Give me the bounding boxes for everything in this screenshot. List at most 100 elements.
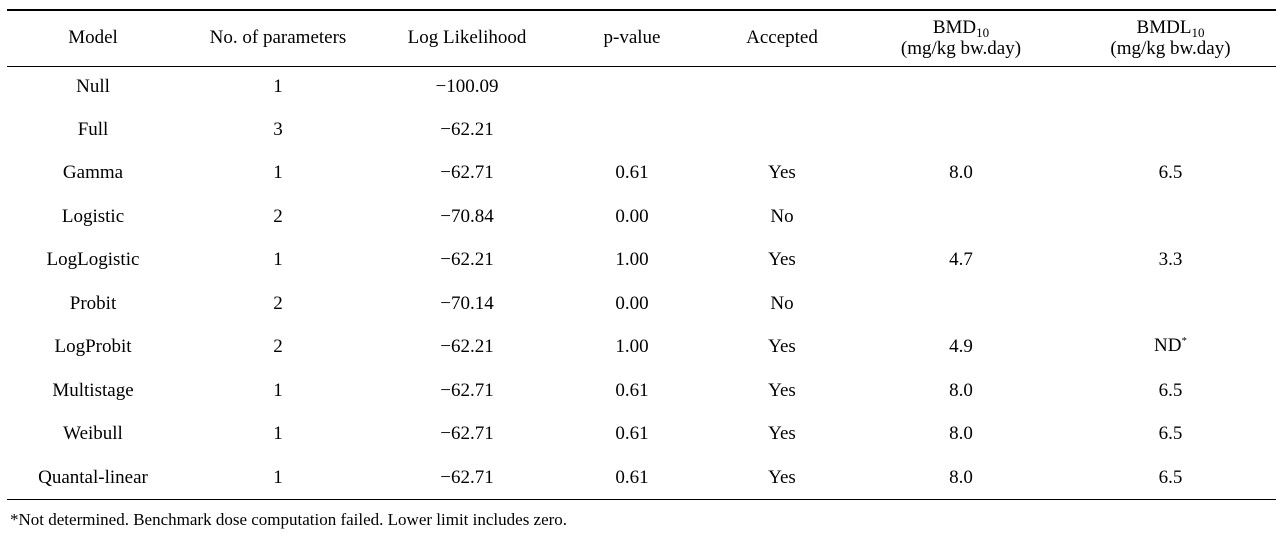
cell-bmdl [1065, 108, 1276, 152]
cell-accepted [707, 108, 857, 152]
table-row: Null 1 −100.09 [7, 66, 1276, 108]
header-bmd-subscript: 10 [976, 24, 990, 40]
table-row: Probit 2 −70.14 0.00 No [7, 282, 1276, 326]
cell-loglik: −62.71 [440, 162, 494, 184]
cell-model: Gamma [62, 162, 124, 184]
model-results-table: Model No. of parameters Log Likelihood p… [7, 9, 1276, 500]
cell-params: 1 [273, 379, 283, 401]
cell-bmdl-value: 6.5 [1158, 423, 1183, 445]
cell-params: 1 [273, 162, 283, 184]
table-row: Quantal-linear 1 −62.71 0.61 Yes 8.0 6.5 [7, 456, 1276, 500]
cell-accepted: Yes [768, 379, 796, 401]
cell-bmdl [1065, 282, 1276, 326]
cell-bmdl-value: 6.5 [1158, 466, 1183, 488]
cell-accepted: Yes [707, 456, 857, 500]
cell-accepted: Yes [768, 423, 796, 445]
cell-bmdl [1065, 195, 1276, 239]
header-bmdl: BMDL10 (mg/kg bw.day) [1065, 9, 1276, 67]
cell-pvalue [557, 108, 707, 152]
cell-bmdl-value: ND [1154, 335, 1182, 357]
cell-model: Weibull [63, 423, 123, 445]
header-bmdl-unit: (mg/kg bw.day) [1110, 37, 1231, 59]
header-model: Model [7, 9, 179, 67]
cell-loglik: −62.21 [440, 249, 494, 271]
cell-bmd: 4.7 [949, 249, 973, 271]
header-loglik: Log Likelihood [377, 9, 557, 67]
cell-params: 2 [273, 336, 283, 358]
header-params: No. of parameters [179, 9, 377, 67]
cell-model: Probit [69, 292, 117, 314]
table-body: Null 1 −100.09 Full 3 −62.21 Gamma 1 −62.71 0.61 Y… [7, 66, 1276, 500]
cell-accepted [707, 66, 857, 108]
cell-model: Null [76, 76, 110, 98]
cell-accepted: No [770, 205, 794, 227]
cell-accepted: Yes [768, 162, 796, 184]
cell-bmd: 4.9 [949, 336, 973, 358]
cell-model: LogLogistic [46, 249, 140, 271]
cell-bmd: 8.0 [949, 423, 973, 445]
table-row: Gamma 1 −62.71 0.61 Yes 8.0 6.5 [7, 152, 1276, 196]
header-accepted: Accepted [707, 9, 857, 67]
cell-pvalue: 0.00 [615, 205, 649, 227]
cell-model: Logistic [61, 205, 125, 227]
cell-bmdl-value: 3.3 [1158, 249, 1183, 271]
cell-loglik: −62.71 [440, 379, 494, 401]
cell-accepted: No [770, 292, 794, 314]
cell-pvalue: 0.00 [615, 292, 649, 314]
cell-bmd [857, 195, 1065, 239]
table-row: LogProbit 2 −62.21 1.00 Yes 4.9 ND* [7, 326, 1276, 370]
cell-bmdl-value: 6.5 [1158, 379, 1183, 401]
cell-loglik: −62.71 [440, 423, 494, 445]
cell-bmdl: 6.5 [1065, 152, 1276, 196]
header-bmdl-main: BMDL [1136, 16, 1192, 38]
header-bmd-main: BMD [932, 16, 977, 38]
cell-params: 2 [273, 205, 283, 227]
cell-pvalue: 1.00 [615, 336, 649, 358]
table-row: Weibull 1 −62.71 0.61 Yes 8.0 6.5 [7, 413, 1276, 457]
table-row: Logistic 2 −70.84 0.00 No [7, 195, 1276, 239]
cell-params: 1 [273, 249, 283, 271]
cell-bmd: 8.0 [949, 379, 973, 401]
cell-pvalue: 0.61 [557, 456, 707, 500]
cell-params: 1 [179, 456, 377, 500]
cell-bmdl-value: 6.5 [1158, 162, 1183, 184]
cell-pvalue [557, 66, 707, 108]
cell-bmdl: 6.5 [1065, 456, 1276, 500]
table-footnote: *Not determined. Benchmark dose computat… [10, 510, 568, 529]
table-header: Model No. of parameters Log Likelihood p… [7, 9, 1276, 67]
cell-bmd [857, 108, 1065, 152]
cell-model: Quantal-linear [7, 456, 179, 500]
table-row: Multistage 1 −62.71 0.61 Yes 8.0 6.5 [7, 369, 1276, 413]
header-bmd: BMD10 (mg/kg bw.day) [857, 9, 1065, 67]
cell-loglik: −70.84 [440, 205, 494, 227]
cell-pvalue: 1.00 [615, 249, 649, 271]
table-row: Full 3 −62.21 [7, 108, 1276, 152]
cell-params: 2 [273, 292, 283, 314]
cell-bmdl: 6.5 [1065, 369, 1276, 413]
cell-pvalue: 0.61 [615, 162, 649, 184]
cell-bmd [857, 66, 1065, 108]
cell-params: 3 [273, 118, 283, 140]
header-pvalue: p-value [557, 9, 707, 67]
cell-loglik: −62.21 [440, 336, 494, 358]
cell-loglik: −62.21 [440, 118, 494, 140]
cell-pvalue: 0.61 [615, 379, 649, 401]
table-row: LogLogistic 1 −62.21 1.00 Yes 4.7 3.3 [7, 239, 1276, 283]
cell-model: LogProbit [54, 336, 132, 358]
cell-model: Multistage [52, 379, 134, 401]
header-bmd-unit: (mg/kg bw.day) [900, 37, 1022, 59]
cell-accepted: Yes [768, 249, 796, 271]
cell-bmdl: 3.3 [1065, 239, 1276, 283]
cell-model: Full [77, 118, 109, 140]
cell-loglik: −100.09 [435, 76, 499, 98]
cell-bmdl: 6.5 [1065, 413, 1276, 457]
cell-accepted: Yes [768, 336, 796, 358]
cell-bmd [857, 282, 1065, 326]
cell-bmdl: ND* [1065, 326, 1276, 370]
cell-bmd: 8.0 [949, 162, 973, 184]
cell-bmd: 8.0 [857, 456, 1065, 500]
cell-bmdl [1065, 66, 1276, 108]
cell-params: 1 [273, 423, 283, 445]
cell-bmdl-footnote-mark: * [1181, 335, 1187, 348]
header-bmdl-subscript: 10 [1191, 24, 1205, 40]
